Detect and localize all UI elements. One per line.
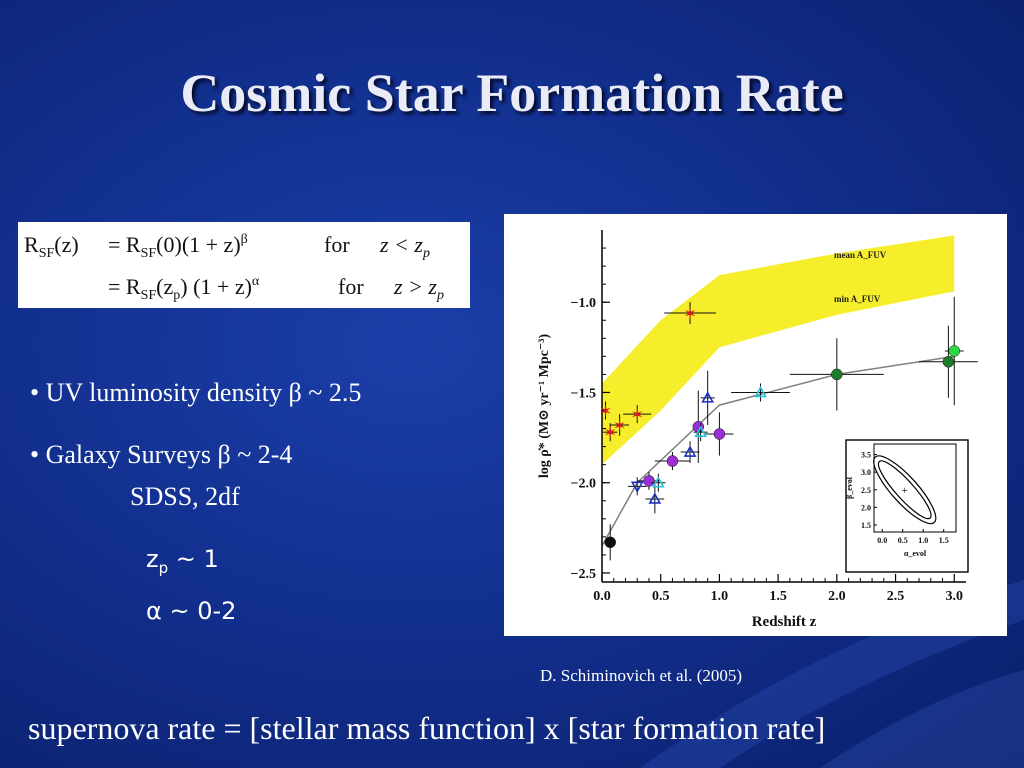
inset-x-label: α_evol xyxy=(904,549,927,558)
data-point xyxy=(942,356,955,368)
eq1-cond-sub: p xyxy=(422,246,430,261)
bullet-uv: • UV luminosity density β ~ 2.5 xyxy=(30,378,362,407)
x-tick-label: 0.5 xyxy=(652,589,670,604)
eq2-cond-sub: p xyxy=(436,288,444,303)
equation-image: RSF(z) = RSF(0)(1 + z)β for z < zp = RSF… xyxy=(18,222,470,308)
eq2-cond-word: for xyxy=(338,274,364,299)
y-tick-label: −2.0 xyxy=(571,477,596,492)
trend-line xyxy=(601,355,955,547)
inset-contour-outer xyxy=(873,455,937,525)
x-tick-label: 2.0 xyxy=(828,589,846,604)
eq2-rhs-sub: SF xyxy=(141,288,157,303)
dust-band xyxy=(602,235,955,465)
eq2-cond: z > z xyxy=(393,274,437,299)
eq1-lhs: R xyxy=(24,232,39,257)
data-point: ✶ xyxy=(613,418,626,435)
band-label: mean A_FUV xyxy=(834,250,887,260)
data-point xyxy=(831,368,843,381)
slide-title: Cosmic Star Formation Rate xyxy=(180,63,844,123)
eq2-rhs-arg: (z xyxy=(156,274,173,299)
svg-text:= RSF(0)(1 + z)β: = RSF(0)(1 + z)β xyxy=(108,232,248,261)
eq2-rhs-arg-sub: p xyxy=(173,288,180,303)
inset-y-tick-label: 2.0 xyxy=(861,503,871,512)
zp-value: zp ~ 1 xyxy=(146,545,219,577)
y-axis-label: log ρ̇* (M⊙ yr⁻¹ Mpc⁻³) xyxy=(537,334,552,479)
y-tick-label: −1.0 xyxy=(571,296,596,311)
svg-text:RSF(z): RSF(z) xyxy=(24,232,79,261)
figure-caption: D. Schiminovich et al. (2005) xyxy=(540,666,743,685)
inset-y-label: β_evol xyxy=(845,476,854,499)
eq2-rhs: = R xyxy=(108,274,141,299)
inset-plot-area xyxy=(873,443,957,533)
eq1-lhs-arg: (z) xyxy=(54,232,78,257)
eq1-cond: z < z xyxy=(379,232,423,257)
eq1-rhs-sub: SF xyxy=(141,246,157,261)
data-point xyxy=(713,428,726,440)
y-tick-label: −2.5 xyxy=(571,567,596,582)
bullet-sdss: SDSS, 2df xyxy=(130,482,240,511)
data-point xyxy=(948,345,961,357)
svg-text:z > zp: z > zp xyxy=(393,274,444,303)
data-point: ✶ xyxy=(683,306,696,323)
inset-y-tick-label: 2.5 xyxy=(861,486,871,495)
x-tick-label: 2.5 xyxy=(887,589,905,604)
inset-x-tick-label: 1.0 xyxy=(918,536,928,545)
x-tick-label: 1.0 xyxy=(711,589,729,604)
data-point xyxy=(754,385,767,398)
data-point xyxy=(604,536,616,549)
data-point xyxy=(643,475,655,487)
x-tick-label: 3.0 xyxy=(946,589,964,604)
data-point xyxy=(648,492,662,504)
eq1-rhs: = R xyxy=(108,232,141,257)
bottom-equation-text: supernova rate = [stellar mass function]… xyxy=(28,710,826,746)
x-tick-label: 1.5 xyxy=(769,589,787,604)
bullet-galaxy-surveys: • Galaxy Surveys β ~ 2-4 xyxy=(30,440,293,469)
inset-y-tick-label: 3.5 xyxy=(861,451,871,460)
data-point xyxy=(666,455,679,467)
inset-x-tick-label: 0.5 xyxy=(898,536,908,545)
inset-best-fit: + xyxy=(902,485,908,497)
eq1-exp: β xyxy=(241,232,248,247)
alpha-value: α ~ 0-2 xyxy=(146,597,237,625)
inset-contour-inner xyxy=(877,460,932,520)
band-label: min A_FUV xyxy=(834,294,881,304)
y-tick-label: −1.5 xyxy=(571,386,596,401)
data-point xyxy=(701,391,715,403)
x-axis-label: Redshift z xyxy=(752,614,817,630)
data-point: ✶ xyxy=(599,404,612,421)
data-point: ✶ xyxy=(604,425,617,442)
svg-text:z < zp: z < zp xyxy=(379,232,430,261)
inset-y-tick-label: 1.5 xyxy=(861,521,871,530)
eq2-rhs-rest: ) (1 + z) xyxy=(180,274,252,299)
eq1-lhs-sub: SF xyxy=(39,246,55,261)
x-tick-label: 0.0 xyxy=(593,589,611,604)
eq2-exp: α xyxy=(252,274,260,289)
svg-text:= RSF(zp) (1 + z)α: = RSF(zp) (1 + z)α xyxy=(108,274,260,303)
eq1-rhs-rest: (0)(1 + z) xyxy=(156,232,240,257)
data-point xyxy=(694,425,707,437)
data-point: ✶ xyxy=(631,407,644,424)
inset-x-tick-label: 0.0 xyxy=(877,536,887,545)
data-point xyxy=(683,445,697,457)
inset-y-tick-label: 3.0 xyxy=(861,468,871,477)
eq1-cond-word: for xyxy=(324,232,350,257)
inset-frame xyxy=(845,439,969,573)
inset-x-tick-label: 1.5 xyxy=(939,536,949,545)
data-point xyxy=(652,476,665,488)
data-point xyxy=(630,481,644,493)
